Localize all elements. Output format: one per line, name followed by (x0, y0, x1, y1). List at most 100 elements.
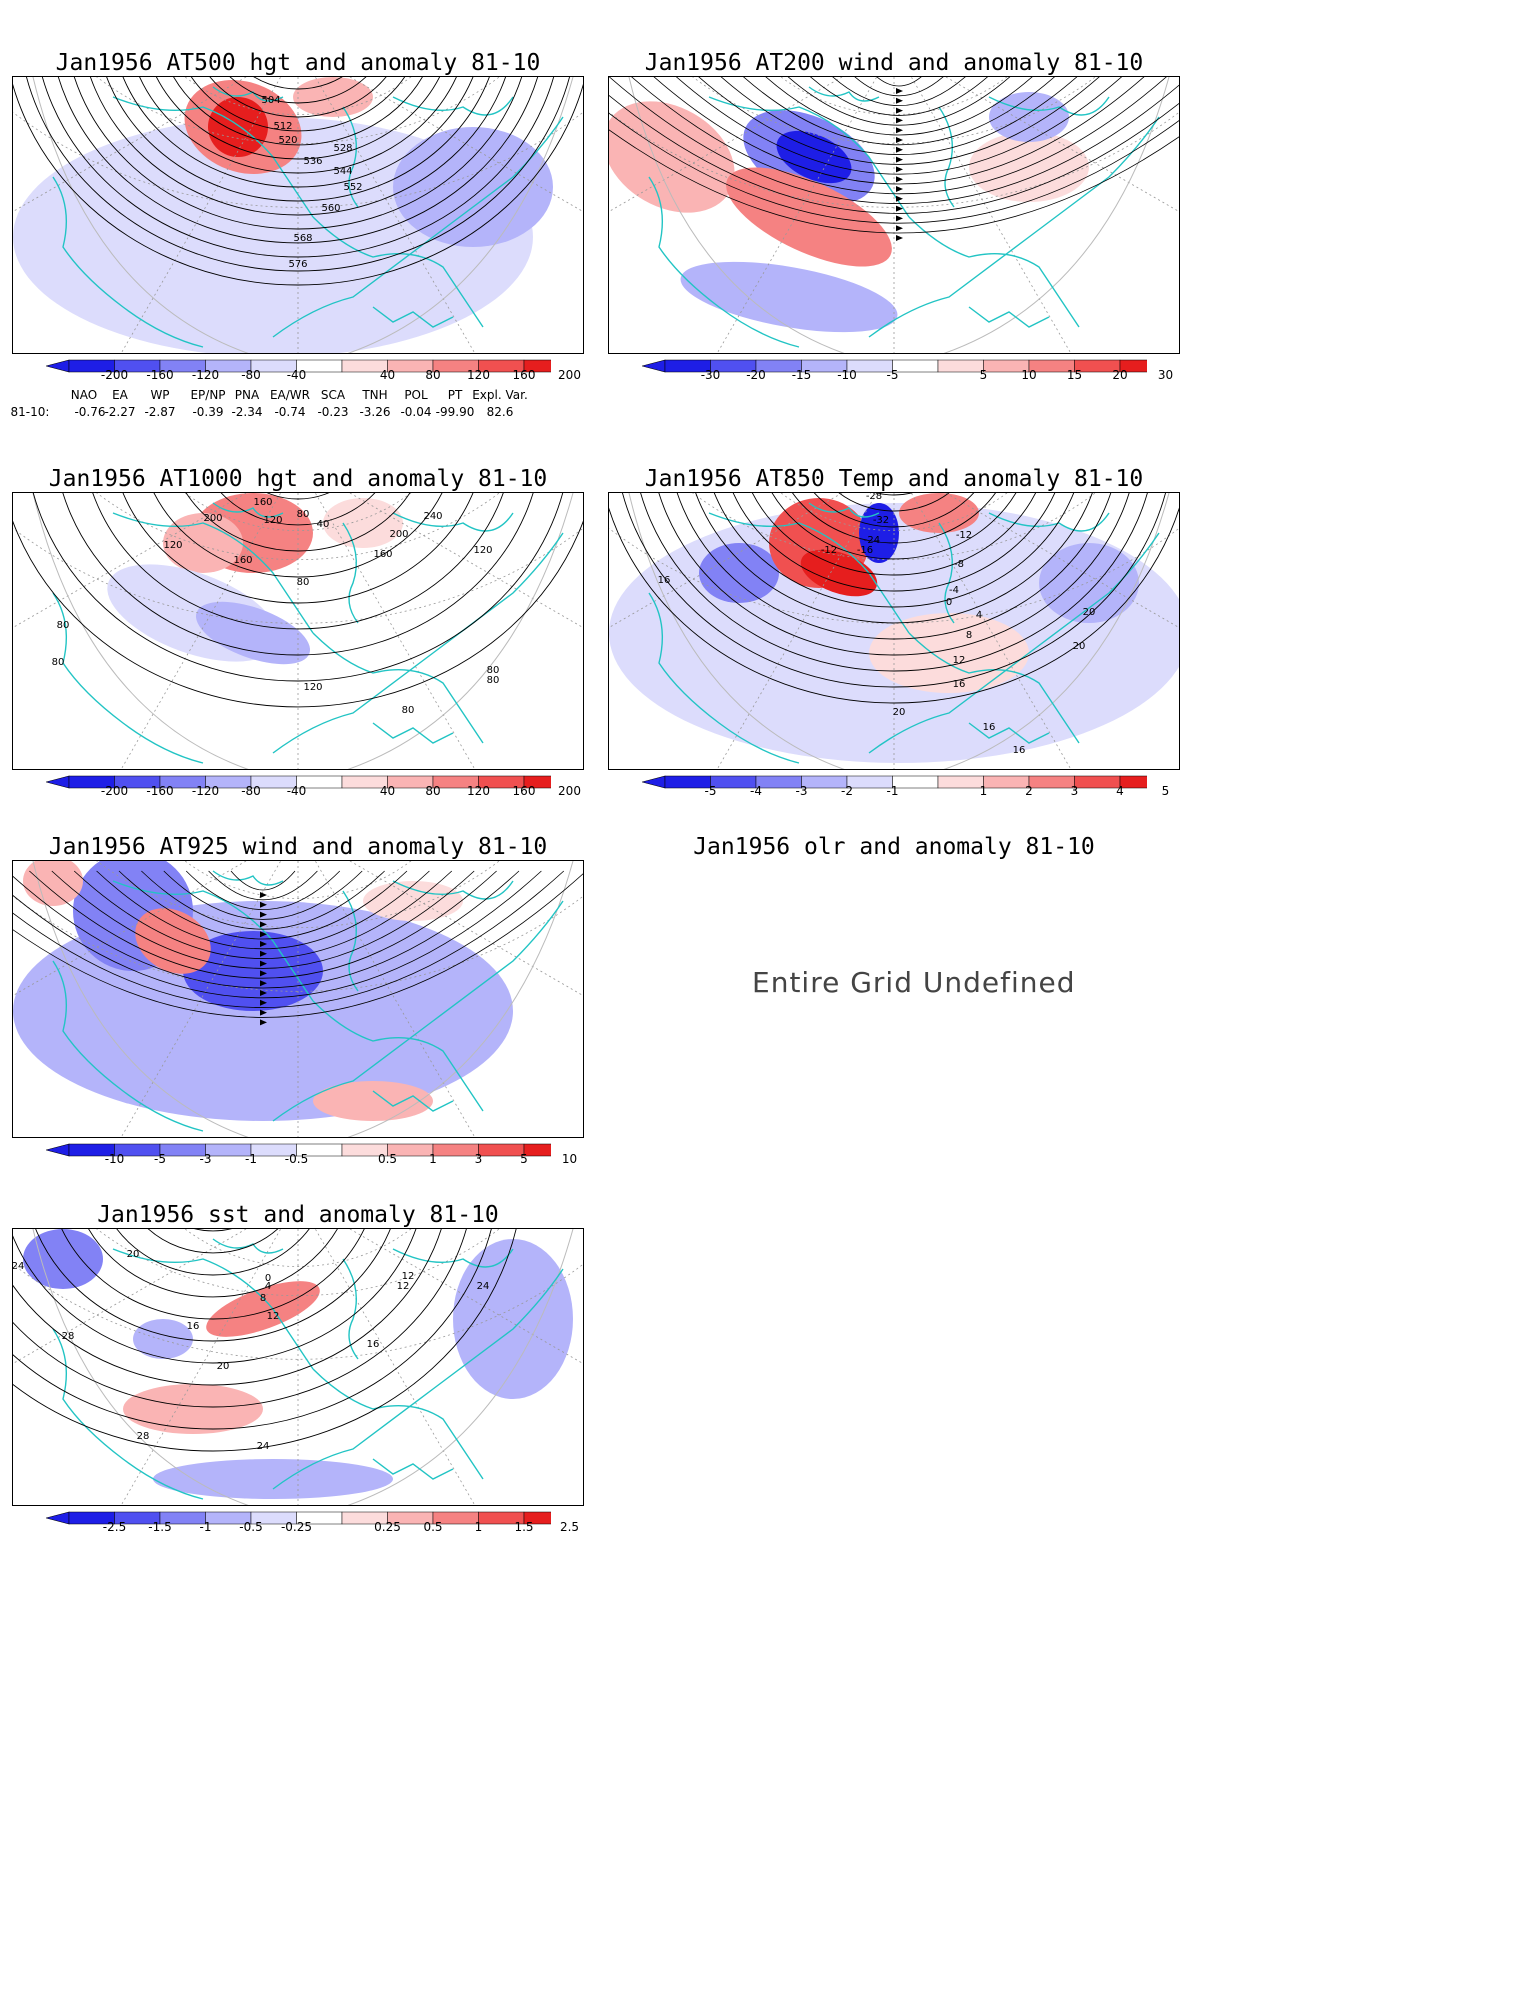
anomaly-positive (206, 1281, 320, 1337)
colorbar-tick-label: 200 (558, 784, 581, 798)
teleconnection-header-cell: NAO (70, 388, 98, 402)
contour-line (57, 77, 539, 244)
contour-line (813, 493, 975, 528)
contour-line (26, 77, 570, 272)
colorbar-tick-label: 2 (1025, 784, 1033, 798)
streamline (631, 77, 1167, 195)
contour-label: 568 (293, 233, 312, 244)
teleconnection-header-cell: PNA (234, 388, 260, 402)
contour-label: -8 (954, 559, 964, 570)
contour-line (122, 77, 474, 188)
contour-line (35, 1229, 391, 1342)
panel-title-at1000: Jan1956 AT1000 hgt and anomaly 81-10 (48, 466, 548, 492)
map-canvas-at850: -28 -32 -24-16 -12 -12 -8 -40 48 12 16 16 20 20 20 16 1… (609, 493, 1179, 769)
streamline (163, 870, 363, 920)
streamline-arrow (896, 166, 903, 173)
streamline-arrow (896, 107, 903, 114)
streamline-arrow (260, 970, 267, 977)
coastlines (648, 86, 1160, 348)
colorbar-tick-label: -0.25 (280, 1520, 313, 1534)
contour-line (875, 493, 913, 496)
coastlines (52, 1238, 564, 1500)
colorbar-tick-label: 0.5 (423, 1520, 443, 1534)
teleconnection-header: NAO EA WP EP/NP PNA EA/WR SCA TNH POL PT Expl. Var… (0, 388, 560, 404)
streamline-arrow (260, 892, 267, 898)
colorbar-swatch (1074, 775, 1121, 789)
contour-line (156, 77, 440, 160)
contour-label: 20 (1073, 641, 1086, 652)
anomaly-negative (153, 1459, 393, 1499)
contour-line (695, 493, 1093, 624)
colorbar-tick-label: -0.5 (239, 1520, 263, 1534)
contour-label: 240 (423, 511, 442, 522)
contour-label: 528 (333, 143, 352, 154)
colorbar-tick-label: -4 (750, 784, 762, 798)
contour-label: 560 (321, 203, 340, 214)
teleconnection-header-cell: Expl. Var. (472, 388, 528, 402)
streamline (29, 870, 497, 979)
contour-label: 512 (273, 121, 292, 132)
streamline-arrow (260, 931, 267, 938)
contour-line (13, 1229, 492, 1430)
map-at1000: 200 160 120 80 40 240 200 160 120 80 120 160 80 80 120… (12, 492, 584, 770)
contour-line (13, 1229, 467, 1408)
colorbar-tick-label: 80 (425, 368, 441, 382)
teleconnection-value-cell: -99.90 (435, 405, 475, 419)
contour-label: -16 (857, 545, 873, 556)
hemisphere-boundary (32, 77, 574, 353)
streamline-arrow (896, 156, 903, 163)
colorbar-swatch (1119, 775, 1166, 789)
streamline-arrow (896, 88, 903, 94)
contour-label: 120 (303, 682, 322, 693)
colorbar-tick-label: -3 (199, 1152, 212, 1166)
colorbar-tick-label: 40 (379, 368, 396, 382)
colorbar-swatches (44, 1143, 594, 1157)
anomaly-negative (133, 1319, 193, 1359)
panel-title-at850: Jan1956 AT850 Temp and anomaly 81-10 (644, 466, 1144, 492)
contour-line (713, 493, 1075, 608)
colorbar-tick-label: -40 (286, 784, 307, 798)
streamlines (13, 870, 583, 1026)
colorbar-at200: -30 -20 -15 -10 -5 5 10 15 20 30 (640, 358, 1190, 398)
contour-label: 80 (297, 509, 310, 520)
contour-line (147, 1229, 279, 1254)
anomaly-negative (699, 543, 779, 603)
anomaly-negative (680, 261, 898, 333)
map-sst: 202428161284012162024282412 (12, 1228, 584, 1506)
streamline-arrow (260, 941, 267, 947)
contour-labels: -28 -32 -24-16 -12 -12 -8 -40 48 12 16 16 20 20 20 16 1… (658, 493, 1096, 756)
streamline-arrow (260, 1009, 267, 1016)
teleconnection-header-cell: EA (112, 388, 128, 402)
streamline (609, 129, 1179, 234)
streamline-arrow (896, 195, 903, 202)
contour-label: 4 (976, 610, 982, 621)
contour-line (771, 493, 1017, 560)
contour-label: 20 (1083, 607, 1096, 618)
map-canvas-sst: 202428161284012162024282412 (13, 1229, 583, 1505)
colorbar-tick-label: -160 (146, 368, 174, 382)
colorbar-min-arrow (44, 359, 70, 373)
contour-label: 20 (893, 707, 906, 718)
contour-lines (609, 493, 1179, 704)
colorbar-tick-label: -3 (795, 784, 808, 798)
contour-line (13, 83, 583, 286)
colorbar-at925: -10 -5 -3 -1 -0.5 0.5 1 3 5 10 (44, 1142, 594, 1182)
colorbar-tick-label: -5 (154, 1152, 166, 1166)
teleconnection-value-cell: -0.23 (317, 405, 349, 419)
streamline-arrow (260, 990, 267, 996)
contour-lines (13, 77, 583, 286)
contour-line (732, 493, 1056, 592)
contour-label: 20 (127, 1249, 140, 1260)
contour-line (61, 1229, 365, 1320)
teleconnection-header-cell: TNH (362, 388, 388, 402)
colorbar-tick-label: 120 (467, 368, 490, 382)
colorbar-swatch (937, 359, 984, 373)
colorbar-swatch (983, 775, 1030, 789)
contour-line (92, 493, 504, 630)
teleconnection-header-cell: WP (150, 388, 170, 402)
colorbar-tick-label: -15 (791, 368, 812, 382)
streamline (609, 94, 1179, 214)
colorbar-tick-label: -1 (199, 1520, 212, 1534)
contour-label: -12 (821, 545, 837, 556)
colorbar-tick-label: -80 (241, 368, 261, 382)
